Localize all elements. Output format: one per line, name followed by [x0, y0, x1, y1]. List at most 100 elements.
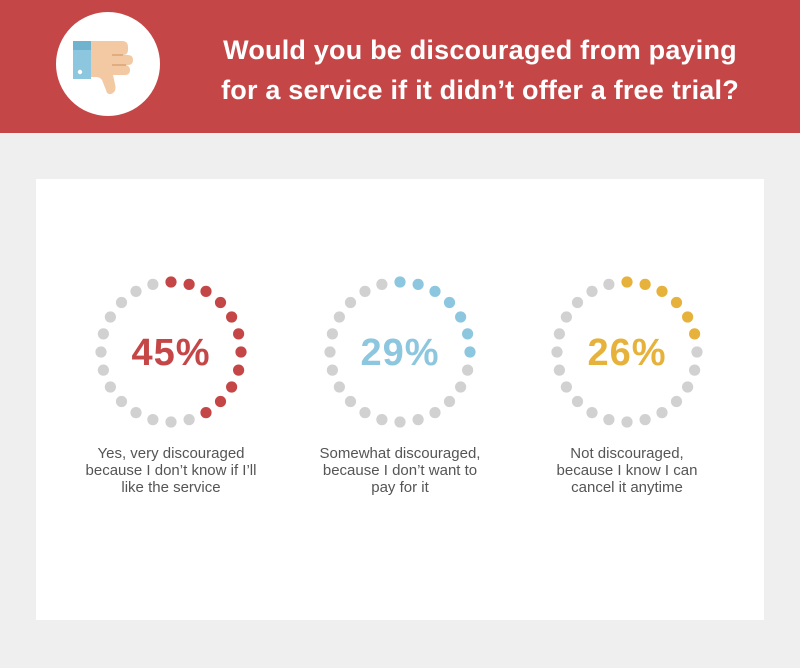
stat-somewhat-discouraged: 29% Somewhat discouraged, because I don’…	[300, 276, 500, 496]
gauge-dot-filled	[200, 407, 212, 419]
gauge-dot-empty	[115, 296, 128, 309]
gauge-dot-filled	[455, 311, 467, 323]
gauge-dot-empty	[95, 346, 107, 358]
label-very-discouraged: Yes, very discouraged because I don’t kn…	[71, 445, 271, 496]
title-line-2: for a service if it didn’t offer a free …	[221, 75, 739, 105]
gauge-dot-filled	[214, 296, 227, 309]
gauge-dot-empty	[689, 364, 701, 376]
gauge-dot-empty	[147, 278, 159, 290]
gauge-dot-filled	[621, 276, 633, 288]
label-line: because I don’t want to	[322, 462, 478, 479]
gauge-dot-filled	[689, 328, 701, 340]
label-line: Yes, very discouraged	[97, 445, 245, 462]
stat-not-discouraged: 26% Not discouraged, because I know I ca…	[527, 276, 727, 496]
gauge-dot-empty	[639, 414, 651, 426]
gauge-dot-empty	[553, 328, 565, 340]
dot-ring-very-discouraged	[95, 276, 247, 428]
gauge-dot-empty	[571, 296, 584, 309]
gauge-dot-filled	[394, 276, 406, 288]
gauge-dot-filled	[412, 278, 424, 290]
gauge-dot-empty	[553, 364, 565, 376]
gauge-dot-empty	[621, 416, 633, 428]
gauge-dot-empty	[586, 407, 598, 419]
gauge-dot-filled	[226, 311, 238, 323]
gauge-dot-empty	[104, 381, 116, 393]
gauge-dot-empty	[551, 346, 563, 358]
label-line: Not discouraged,	[570, 445, 684, 462]
gauge-dot-filled	[443, 296, 456, 309]
gauge-dot-empty	[412, 414, 424, 426]
percent-very-discouraged: 45%	[131, 332, 211, 374]
gauge-dot-empty	[394, 416, 406, 428]
gauge-dot-filled	[226, 381, 238, 393]
dot-ring-somewhat-discouraged	[324, 276, 476, 428]
gauge-dot-empty	[104, 311, 116, 323]
gauge-dot-filled	[233, 364, 245, 376]
gauge-dot-empty	[359, 285, 371, 297]
gauge-dot-filled	[464, 346, 476, 358]
gauge-dot-empty	[560, 381, 572, 393]
gauge-dot-empty	[324, 346, 336, 358]
label-line: like the service	[121, 479, 221, 496]
gauge-dot-empty	[670, 395, 683, 408]
percent-not-discouraged: 26%	[587, 332, 667, 374]
gauge-dot-empty	[326, 364, 338, 376]
gauge-dot-filled	[183, 278, 195, 290]
gauge-dot-filled	[233, 328, 245, 340]
dot-ring-not-discouraged	[551, 276, 703, 428]
gauge-dot-filled	[235, 346, 247, 358]
gauge-dot-empty	[344, 296, 357, 309]
gauge-dot-filled	[200, 285, 212, 297]
title-line-1: Would you be discouraged from paying	[223, 35, 737, 65]
gauge-dot-filled	[214, 395, 227, 408]
gauge-dot-empty	[130, 285, 142, 297]
gauge-dot-filled	[656, 285, 668, 297]
gauge-dot-empty	[429, 407, 441, 419]
label-not-discouraged: Not discouraged, because I know I can ca…	[527, 445, 727, 496]
gauge-dot-empty	[326, 328, 338, 340]
label-line: Somewhat discouraged,	[319, 445, 481, 462]
label-somewhat-discouraged: Somewhat discouraged, because I don’t wa…	[300, 445, 500, 496]
gauge-dot-empty	[462, 364, 474, 376]
gauge-dot-filled	[682, 311, 694, 323]
gauge-dot-empty	[376, 278, 388, 290]
label-line: because I know I can	[556, 462, 698, 479]
gauge-dot-empty	[443, 395, 456, 408]
gauge-dot-empty	[560, 311, 572, 323]
thumbs-down-icon	[73, 41, 133, 95]
gauge-dot-empty	[603, 414, 615, 426]
label-line: cancel it anytime	[571, 479, 683, 496]
gauge-dot-empty	[97, 328, 109, 340]
gauge-dot-empty	[97, 364, 109, 376]
gauge-dot-filled	[462, 328, 474, 340]
gauge-dot-empty	[359, 407, 371, 419]
gauge-dot-empty	[333, 381, 345, 393]
gauge-dot-filled	[429, 285, 441, 297]
gauge-dot-filled	[639, 278, 651, 290]
gauge-dot-empty	[183, 414, 195, 426]
gauge-dot-empty	[691, 346, 703, 358]
gauge-dot-empty	[376, 414, 388, 426]
page-title: Would you be discouraged from paying for…	[170, 30, 790, 110]
gauge-dot-filled	[670, 296, 683, 309]
gauge-dot-empty	[586, 285, 598, 297]
percent-somewhat-discouraged: 29%	[360, 332, 440, 374]
gauge-dot-empty	[656, 407, 668, 419]
gauge-dot-empty	[571, 395, 584, 408]
results-panel: 45% Yes, very discouraged because I don’…	[36, 179, 764, 620]
label-line: because I don’t know if I’ll	[85, 462, 257, 479]
stat-very-discouraged: 45% Yes, very discouraged because I don’…	[71, 276, 271, 496]
gauge-dot-empty	[115, 395, 128, 408]
gauge-dot-empty	[165, 416, 177, 428]
gauge-dot-empty	[455, 381, 467, 393]
gauge-dot-empty	[333, 311, 345, 323]
gauge-dot-filled	[165, 276, 177, 288]
gauge-dot-empty	[344, 395, 357, 408]
icon-badge	[56, 12, 160, 116]
gauge-dot-empty	[603, 278, 615, 290]
header-banner: Would you be discouraged from paying for…	[0, 0, 800, 133]
gauge-dot-empty	[682, 381, 694, 393]
gauge-dot-empty	[130, 407, 142, 419]
label-line: pay for it	[371, 479, 429, 496]
gauge-dot-empty	[147, 414, 159, 426]
